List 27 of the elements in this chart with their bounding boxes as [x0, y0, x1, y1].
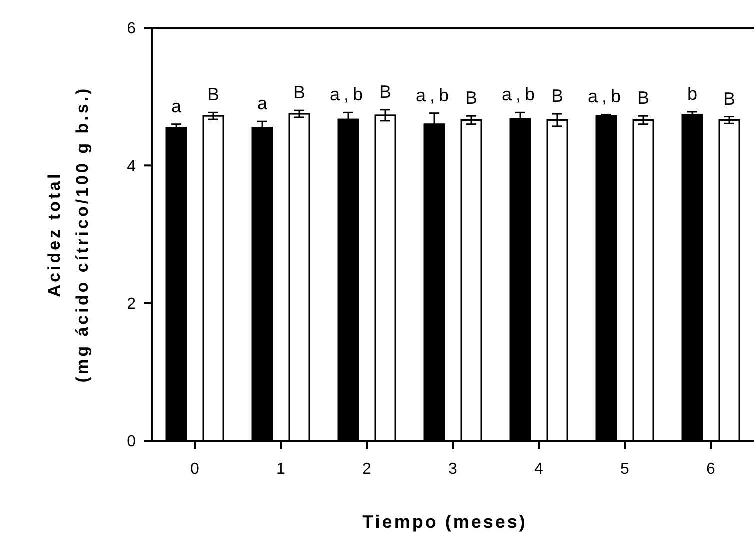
data-label: a: [171, 96, 182, 116]
y-axis-title: Acidez total (mg ácido cítrico/100 g b.s.): [45, 86, 92, 383]
x-tick-label: 6: [706, 461, 716, 478]
x-tick-label: 4: [534, 461, 544, 478]
x-tick-label: 1: [276, 461, 286, 478]
data-label: B: [379, 82, 392, 102]
data-label: B: [207, 84, 220, 105]
data-label: a,b: [416, 85, 454, 106]
y-tick-label: 4: [127, 158, 136, 176]
x-tick-label: 5: [620, 461, 630, 478]
data-label: a: [257, 94, 268, 114]
x-axis-title: Tiempo (meses): [362, 512, 528, 532]
data-label: a,b: [502, 84, 540, 105]
x-tick-label: 3: [448, 461, 458, 478]
y-tick-label: 0: [127, 434, 136, 451]
data-label: B: [293, 82, 306, 103]
data-label: B: [637, 88, 650, 108]
data-label: a,b: [330, 84, 368, 105]
data-label: B: [551, 86, 564, 106]
y-tick-label: 6: [127, 20, 136, 38]
data-label: b: [687, 84, 698, 104]
x-tick-label: 2: [362, 461, 372, 478]
y-tick-label: 2: [127, 296, 136, 313]
data-label: B: [723, 88, 736, 109]
data-label: B: [465, 88, 478, 108]
data-label: a,b: [588, 86, 626, 107]
x-tick-label: 0: [190, 461, 200, 478]
